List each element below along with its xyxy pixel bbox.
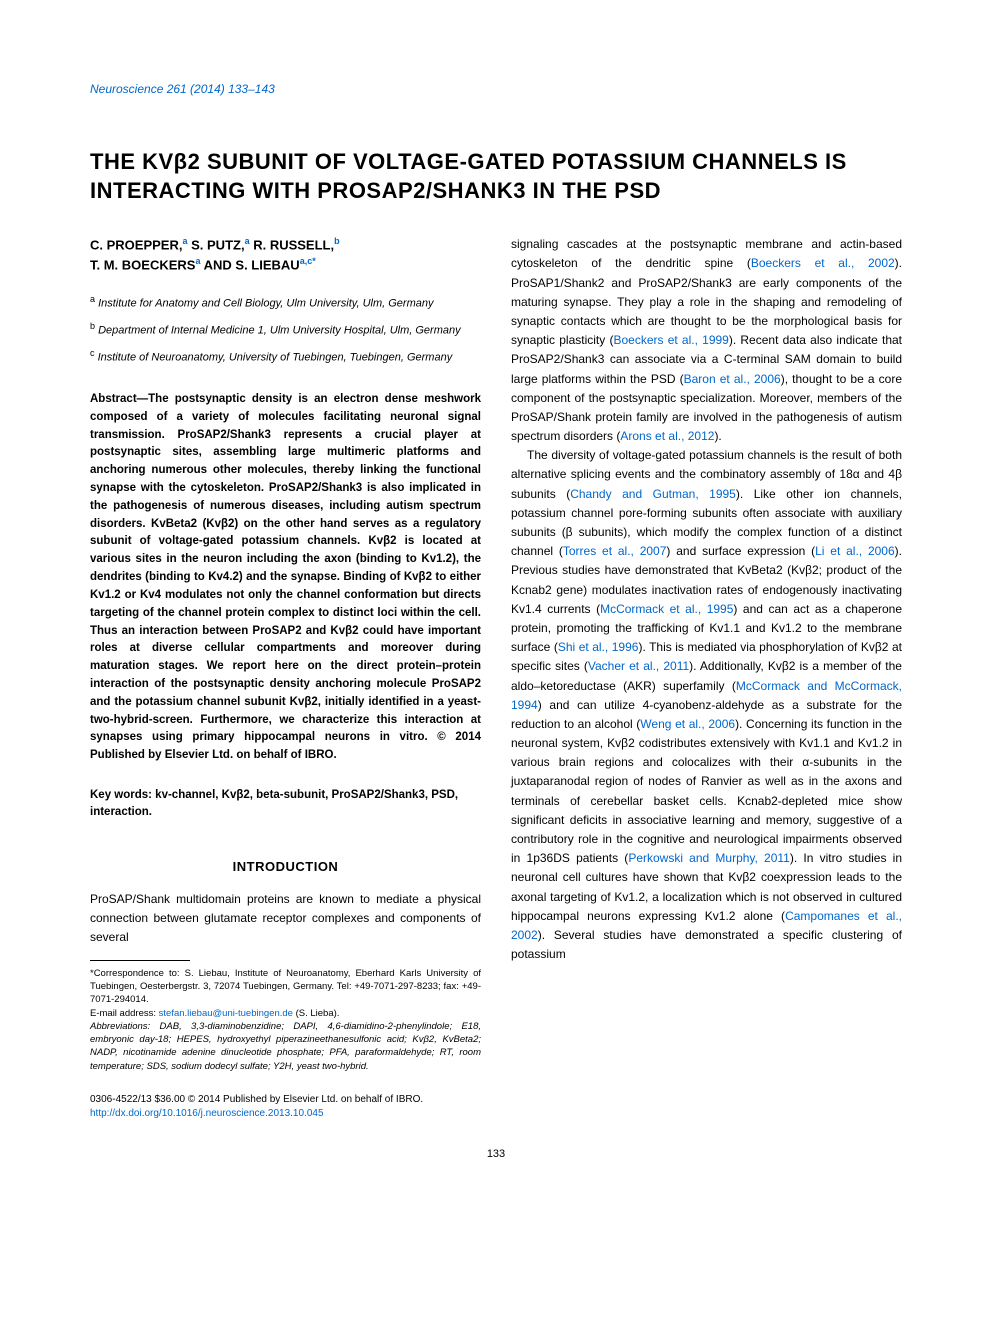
email-footnote: E-mail address: stefan.liebau@uni-tuebin… bbox=[90, 1007, 481, 1020]
copyright-line: 0306-4522/13 $36.00 © 2014 Published by … bbox=[90, 1093, 902, 1121]
body-paragraph: ProSAP/Shank multidomain proteins are kn… bbox=[90, 890, 481, 948]
body-right: signaling cascades at the postsynaptic m… bbox=[511, 235, 902, 964]
author-name: R. RUSSELL, bbox=[253, 238, 334, 253]
citation-link[interactable]: Vacher et al., 2011 bbox=[588, 659, 689, 673]
body-run: ). Several studies have demonstrated a s… bbox=[511, 928, 902, 961]
copyright-text: 0306-4522/13 $36.00 © 2014 Published by … bbox=[90, 1094, 423, 1105]
citation-link[interactable]: Perkowski and Murphy, 2011 bbox=[628, 851, 790, 865]
doi-link[interactable]: http://dx.doi.org/10.1016/j.neuroscience… bbox=[90, 1108, 324, 1119]
article-title: THE KVβ2 SUBUNIT OF VOLTAGE-GATED POTASS… bbox=[90, 148, 902, 205]
author-list: C. PROEPPER,a S. PUTZ,a R. RUSSELL,b T. … bbox=[90, 235, 481, 275]
body-paragraph: signaling cascades at the postsynaptic m… bbox=[511, 235, 902, 446]
citation-link[interactable]: Li et al., 2006 bbox=[815, 544, 895, 558]
citation-link[interactable]: Baron et al., 2006 bbox=[684, 372, 781, 386]
body-run: ). Concerning its function in the neuron… bbox=[511, 717, 902, 865]
affil-sup: b bbox=[90, 321, 95, 331]
author-name: C. PROEPPER, bbox=[90, 238, 182, 253]
citation-link[interactable]: Arons et al., 2012 bbox=[620, 429, 714, 443]
intro-paragraph-left: ProSAP/Shank multidomain proteins are kn… bbox=[90, 890, 481, 948]
email-tail: (S. Lieba). bbox=[293, 1008, 339, 1019]
affil-text: Institute for Anatomy and Cell Biology, … bbox=[98, 298, 433, 310]
citation-link[interactable]: Torres et al., 2007 bbox=[563, 544, 667, 558]
two-column-layout: C. PROEPPER,a S. PUTZ,a R. RUSSELL,b T. … bbox=[90, 235, 902, 1073]
page-number: 133 bbox=[90, 1146, 902, 1163]
email-label: E-mail address: bbox=[90, 1008, 159, 1019]
author-affil-sup: a,c* bbox=[300, 256, 316, 266]
citation-link[interactable]: Weng et al., 2006 bbox=[640, 717, 735, 731]
citation-link[interactable]: Shi et al., 1996 bbox=[558, 640, 639, 654]
citation-link[interactable]: Boeckers et al., 2002 bbox=[751, 256, 895, 270]
footnote-separator bbox=[90, 960, 190, 961]
citation-link[interactable]: Boeckers et al., 1999 bbox=[613, 333, 728, 347]
affiliation-c: c Institute of Neuroanatomy, University … bbox=[90, 347, 481, 366]
affil-text: Department of Internal Medicine 1, Ulm U… bbox=[98, 325, 461, 337]
keywords-text: Key words: kv-channel, Kvβ2, beta-subuni… bbox=[90, 787, 481, 822]
abstract-text: Abstract—The postsynaptic density is an … bbox=[90, 391, 481, 765]
journal-reference: Neuroscience 261 (2014) 133–143 bbox=[90, 80, 902, 98]
right-column: signaling cascades at the postsynaptic m… bbox=[511, 235, 902, 1073]
affil-text: Institute of Neuroanatomy, University of… bbox=[98, 352, 453, 364]
citation-link[interactable]: Chandy and Gutman, 1995 bbox=[570, 487, 736, 501]
author-affil-sup: a bbox=[182, 236, 187, 246]
author-name: S. PUTZ, bbox=[191, 238, 244, 253]
author-name: AND S. LIEBAU bbox=[204, 257, 300, 272]
body-run: ) and surface expression ( bbox=[666, 544, 815, 558]
body-run: ). bbox=[714, 429, 721, 443]
affil-sup: a bbox=[90, 294, 95, 304]
body-paragraph: The diversity of voltage-gated potassium… bbox=[511, 446, 902, 964]
author-affil-sup: a bbox=[195, 256, 200, 266]
author-affil-sup: b bbox=[334, 236, 340, 246]
email-link[interactable]: stefan.liebau@uni-tuebingen.de bbox=[159, 1008, 293, 1019]
correspondence-footnote: *Correspondence to: S. Liebau, Institute… bbox=[90, 967, 481, 1007]
citation-link[interactable]: McCormack et al., 1995 bbox=[600, 602, 733, 616]
affiliation-b: b Department of Internal Medicine 1, Ulm… bbox=[90, 320, 481, 339]
author-affil-sup: a bbox=[245, 236, 250, 246]
author-name: T. M. BOECKERS bbox=[90, 257, 195, 272]
affiliation-a: a Institute for Anatomy and Cell Biology… bbox=[90, 293, 481, 312]
abbrev-text: Abbreviations: DAB, 3,3-diaminobenzidine… bbox=[90, 1021, 481, 1072]
introduction-heading: INTRODUCTION bbox=[90, 857, 481, 877]
left-column: C. PROEPPER,a S. PUTZ,a R. RUSSELL,b T. … bbox=[90, 235, 481, 1073]
affil-sup: c bbox=[90, 348, 95, 358]
abbreviations-footnote: Abbreviations: DAB, 3,3-diaminobenzidine… bbox=[90, 1020, 481, 1073]
